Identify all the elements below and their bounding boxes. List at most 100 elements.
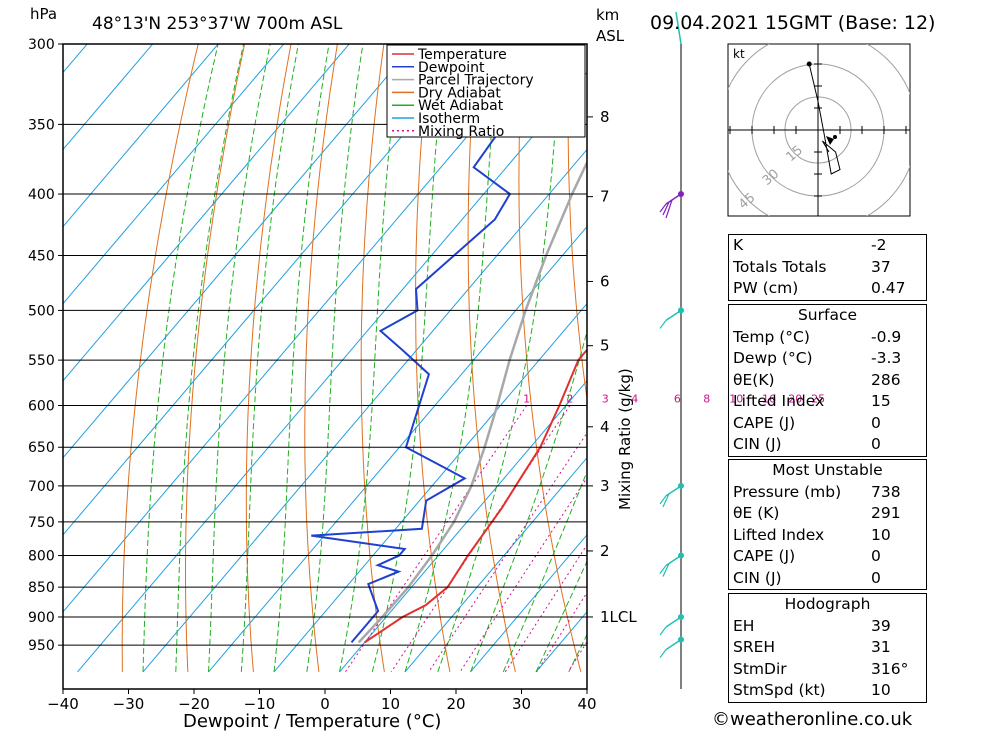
indices-table: K -2 Totals Totals 37 PW (cm) 0.47 bbox=[728, 234, 927, 301]
wet-adiabat-line bbox=[470, 329, 587, 673]
table-label: SREH bbox=[733, 638, 776, 656]
dry-adiabat-line bbox=[185, 44, 246, 672]
temperature-tick-label: 40 bbox=[577, 695, 596, 713]
table-row: θE(K) 286 bbox=[729, 370, 926, 392]
wind-barb bbox=[659, 616, 682, 636]
wet-adiabat-line bbox=[502, 470, 587, 673]
wet-adiabat-line bbox=[535, 560, 587, 673]
table-label: Dewp (°C) bbox=[733, 349, 813, 367]
legend-label: Wet Adiabat bbox=[418, 98, 504, 114]
hodograph-trace-end bbox=[806, 61, 812, 67]
table-label: θE(K) bbox=[733, 370, 775, 389]
wind-barb-feather bbox=[662, 201, 670, 216]
height-tick-label: 3 bbox=[600, 477, 610, 495]
mixing-ratio-label: 20 bbox=[788, 393, 802, 406]
mixing-ratio-label: 2 bbox=[566, 393, 573, 406]
table-row: PW (cm) 0.47 bbox=[729, 278, 926, 300]
table-row: Pressure (mb) 738 bbox=[729, 482, 926, 504]
table-row: Lifted Index 10 bbox=[729, 525, 926, 547]
isotherm-line bbox=[339, 379, 587, 673]
table-value: 10 bbox=[871, 681, 891, 699]
table-value: 316° bbox=[871, 659, 909, 678]
pressure-tick-label: 850 bbox=[28, 580, 55, 596]
hodograph-table: Hodograph EH 39 SREH 31 StmDir 316° StmSpd (kt)… bbox=[728, 593, 927, 703]
wind-barb-feather bbox=[665, 199, 673, 219]
temperature-tick-label: −30 bbox=[113, 695, 145, 713]
table-label: StmSpd (kt) bbox=[733, 681, 826, 699]
table-row: StmDir 316° bbox=[729, 659, 926, 681]
pressure-tick-label: 500 bbox=[28, 303, 55, 319]
isotherm-line bbox=[63, 44, 416, 459]
table-label: EH bbox=[733, 616, 755, 635]
wind-barb-feather bbox=[659, 565, 667, 574]
table-row: Totals Totals 37 bbox=[729, 257, 926, 279]
pressure-tick-label: 350 bbox=[28, 117, 55, 133]
table-row: EH 39 bbox=[729, 616, 926, 638]
table-label: K bbox=[733, 236, 744, 254]
isotherm-line bbox=[63, 44, 154, 151]
table-value: 31 bbox=[871, 638, 891, 656]
station-location: 48°13'N 253°37'W 700m ASL bbox=[92, 14, 343, 34]
pressure-tick-label: 900 bbox=[28, 610, 55, 626]
x-axis-title: Dewpoint / Temperature (°C) bbox=[183, 711, 441, 732]
table-value: 0 bbox=[871, 413, 881, 432]
isotherm-line bbox=[470, 534, 587, 673]
table-row: CIN (J) 0 bbox=[729, 568, 926, 590]
table-value: -0.9 bbox=[871, 327, 902, 346]
wet-adiabat-line bbox=[240, 44, 299, 672]
mixing-ratio-label: 4 bbox=[631, 393, 638, 406]
table-title: Most Unstable bbox=[772, 461, 883, 479]
surface-table: Surface Temp (°C) -0.9 Dewp (°C) -3.3 θE(K) 28… bbox=[728, 304, 927, 457]
pressure-tick-label: 550 bbox=[28, 353, 55, 369]
isotherm-line bbox=[63, 44, 219, 228]
table-label: Pressure (mb) bbox=[733, 482, 842, 501]
wet-adiabat-line bbox=[273, 44, 330, 672]
table-title: Surface bbox=[797, 306, 858, 324]
wet-adiabat-line bbox=[175, 44, 245, 672]
legend-label: Dewpoint bbox=[418, 60, 485, 76]
hodograph-point bbox=[833, 135, 837, 139]
pressure-tick-label: 650 bbox=[28, 440, 55, 456]
dry-adiabat-line bbox=[360, 44, 385, 672]
mixing-ratio-line bbox=[344, 405, 528, 673]
wet-adiabat-line bbox=[142, 44, 219, 672]
table-value: 37 bbox=[871, 257, 891, 276]
temperature-tick-label: 30 bbox=[512, 695, 531, 713]
km-label: km bbox=[596, 6, 619, 24]
isotherm-line bbox=[208, 225, 587, 673]
wet-adiabat-line bbox=[437, 44, 563, 673]
wind-barb bbox=[659, 554, 682, 577]
pressure-tick-label: 600 bbox=[28, 399, 55, 415]
table-value: 0 bbox=[871, 568, 881, 587]
isotherm-line bbox=[63, 44, 350, 382]
mixing-ratio-label: 25 bbox=[811, 393, 825, 406]
mixing-ratio-label: 3 bbox=[602, 393, 609, 406]
table-row: Temp (°C) -0.9 bbox=[729, 327, 926, 349]
table-label: StmDir bbox=[733, 659, 787, 678]
table-value: -3.3 bbox=[871, 349, 902, 367]
isotherm-line bbox=[142, 148, 587, 673]
temperature-tick-label: −20 bbox=[178, 695, 210, 713]
table-row: θE (K) 291 bbox=[729, 503, 926, 525]
pressure-tick-label: 700 bbox=[28, 479, 55, 495]
table-value: 738 bbox=[871, 482, 901, 501]
isotherm-line bbox=[63, 44, 88, 74]
table-row: Dewp (°C) -3.3 bbox=[729, 348, 926, 370]
legend-label: Dry Adiabat bbox=[418, 85, 501, 101]
legend-label: Temperature bbox=[417, 47, 507, 63]
table-value: 286 bbox=[871, 370, 901, 389]
legend-box bbox=[386, 44, 586, 138]
table-value: 291 bbox=[871, 504, 901, 522]
table-value: 0 bbox=[871, 547, 881, 565]
table-row: CAPE (J) 0 bbox=[729, 413, 926, 435]
table-label: CAPE (J) bbox=[733, 413, 796, 432]
wind-barb-shaft bbox=[665, 639, 682, 651]
dry-adiabat-line bbox=[616, 8, 712, 672]
table-row: K -2 bbox=[729, 235, 926, 257]
most-unstable-table: Most Unstable Pressure (mb) 738 θE (K) 291 Li… bbox=[728, 459, 927, 590]
table-label: Lifted Index bbox=[733, 392, 825, 410]
storm-motion-marker bbox=[826, 136, 834, 145]
table-value: -2 bbox=[871, 236, 887, 254]
mixing-ratio-label: 1 bbox=[523, 393, 530, 406]
dry-adiabat-line bbox=[245, 44, 292, 672]
